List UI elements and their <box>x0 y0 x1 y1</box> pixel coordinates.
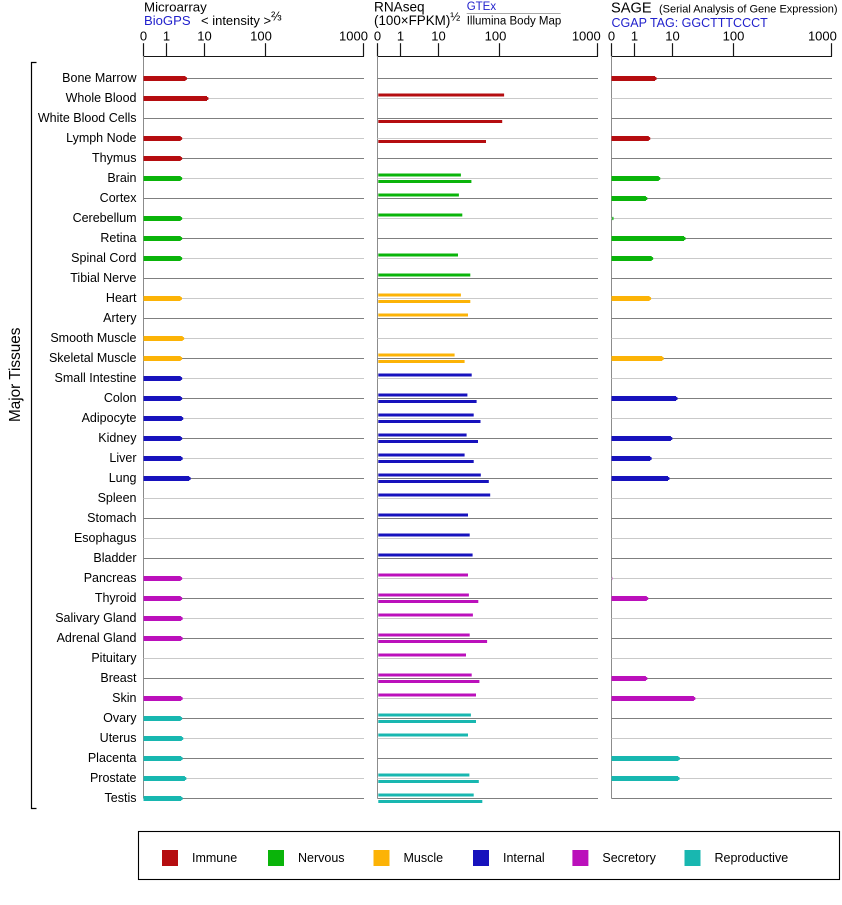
svg-text:1: 1 <box>397 29 404 44</box>
svg-text:1000: 1000 <box>808 29 837 44</box>
svg-text:Liver: Liver <box>109 451 136 465</box>
svg-text:Muscle: Muscle <box>404 851 444 865</box>
svg-text:Immune: Immune <box>192 851 237 865</box>
svg-text:Esophagus: Esophagus <box>74 531 137 545</box>
svg-text:(Serial Analysis of Gene Expre: (Serial Analysis of Gene Expression) <box>659 3 838 15</box>
svg-text:1: 1 <box>631 29 638 44</box>
svg-text:Thymus: Thymus <box>92 151 136 165</box>
svg-text:Lung: Lung <box>109 471 137 485</box>
svg-text:< intensity >⅔: < intensity >⅔ <box>201 10 282 29</box>
svg-text:1000: 1000 <box>572 29 601 44</box>
svg-text:Salivary Gland: Salivary Gland <box>55 611 136 625</box>
svg-text:Tibial Nerve: Tibial Nerve <box>70 271 136 285</box>
svg-text:Secretory: Secretory <box>602 851 656 865</box>
svg-text:Adipocyte: Adipocyte <box>82 411 137 425</box>
svg-text:Internal: Internal <box>503 851 545 865</box>
svg-text:Breast: Breast <box>100 671 137 685</box>
svg-text:Adrenal Gland: Adrenal Gland <box>57 631 137 645</box>
svg-text:1000: 1000 <box>339 29 368 44</box>
svg-text:Bone Marrow: Bone Marrow <box>62 71 137 85</box>
svg-text:100: 100 <box>485 29 507 44</box>
svg-text:1: 1 <box>163 29 170 44</box>
svg-text:0: 0 <box>374 29 381 44</box>
svg-text:Major Tissues: Major Tissues <box>7 327 24 422</box>
svg-text:Colon: Colon <box>104 391 137 405</box>
svg-text:GTEx: GTEx <box>467 1 497 13</box>
svg-text:Lymph Node: Lymph Node <box>66 131 136 145</box>
svg-text:Prostate: Prostate <box>90 771 137 785</box>
svg-text:10: 10 <box>431 29 445 44</box>
svg-text:Skin: Skin <box>112 691 136 705</box>
svg-text:Ovary: Ovary <box>103 711 137 725</box>
svg-text:10: 10 <box>665 29 679 44</box>
svg-text:100: 100 <box>723 29 745 44</box>
svg-text:Thyroid: Thyroid <box>95 591 137 605</box>
svg-text:Reproductive: Reproductive <box>715 851 789 865</box>
svg-text:Cortex: Cortex <box>100 191 138 205</box>
svg-text:Spinal Cord: Spinal Cord <box>71 251 136 265</box>
svg-text:Uterus: Uterus <box>100 731 137 745</box>
svg-text:Bladder: Bladder <box>93 551 136 565</box>
svg-text:Placenta: Placenta <box>88 751 137 765</box>
svg-text:Whole Blood: Whole Blood <box>66 91 137 105</box>
svg-text:0: 0 <box>140 29 147 44</box>
svg-text:10: 10 <box>197 29 211 44</box>
svg-text:Skeletal Muscle: Skeletal Muscle <box>49 351 137 365</box>
svg-text:Brain: Brain <box>107 171 136 185</box>
svg-text:Pituitary: Pituitary <box>91 651 137 665</box>
svg-text:Nervous: Nervous <box>298 851 345 865</box>
svg-text:Small Intestine: Small Intestine <box>55 371 137 385</box>
svg-text:Pancreas: Pancreas <box>84 571 137 585</box>
svg-text:SAGE: SAGE <box>611 0 652 16</box>
svg-text:Cerebellum: Cerebellum <box>73 211 137 225</box>
svg-text:Smooth Muscle: Smooth Muscle <box>50 331 136 345</box>
svg-text:Artery: Artery <box>103 311 137 325</box>
svg-text:Heart: Heart <box>106 291 137 305</box>
svg-text:Stomach: Stomach <box>87 511 136 525</box>
svg-text:Spleen: Spleen <box>98 491 137 505</box>
svg-text:(100×FPKM)½: (100×FPKM)½ <box>374 10 460 29</box>
svg-text:Testis: Testis <box>105 791 137 805</box>
svg-text:Illumina Body Map: Illumina Body Map <box>467 16 562 28</box>
svg-text:BioGPS: BioGPS <box>144 13 191 28</box>
svg-text:White Blood Cells: White Blood Cells <box>38 111 137 125</box>
svg-text:100: 100 <box>250 29 272 44</box>
svg-text:Kidney: Kidney <box>98 431 137 445</box>
svg-text:Retina: Retina <box>100 231 136 245</box>
svg-text:0: 0 <box>608 29 615 44</box>
